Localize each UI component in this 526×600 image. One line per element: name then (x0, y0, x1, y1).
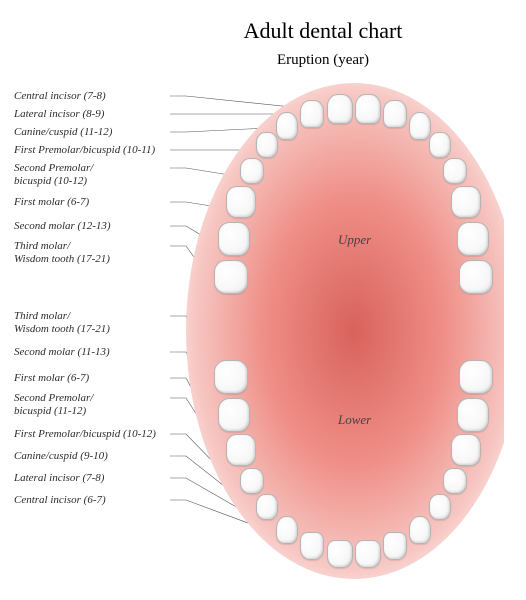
upper-arch-label: Upper (338, 232, 371, 248)
lower-tooth-3 (457, 398, 489, 432)
lower-tooth-0 (214, 360, 248, 394)
mouth-diagram: Upper Lower (178, 82, 504, 580)
upper-label-3: First Premolar/bicuspid (10-11) (14, 144, 155, 157)
lower-tooth-2 (218, 398, 250, 432)
lower-label-6: Lateral incisor (7-8) (14, 472, 104, 485)
lower-arch-label: Lower (338, 412, 371, 428)
upper-tooth-9 (443, 158, 467, 184)
lower-label-0: Third molar/ Wisdom tooth (17-21) (14, 310, 110, 335)
lower-tooth-1 (459, 360, 493, 394)
lower-tooth-8 (256, 494, 278, 520)
lower-tooth-10 (276, 516, 298, 544)
lower-label-1: Second molar (11-13) (14, 346, 110, 359)
upper-tooth-6 (256, 132, 278, 158)
gum-shape (178, 82, 504, 580)
upper-label-5: First molar (6-7) (14, 196, 89, 209)
upper-label-4: Second Premolar/ bicuspid (10-12) (14, 162, 93, 187)
lower-label-4: First Premolar/bicuspid (10-12) (14, 428, 156, 441)
upper-tooth-4 (276, 112, 298, 140)
upper-tooth-11 (451, 186, 481, 218)
upper-tooth-2 (300, 100, 324, 128)
lower-tooth-9 (429, 494, 451, 520)
lower-tooth-7 (443, 468, 467, 494)
upper-tooth-1 (355, 94, 381, 124)
upper-label-2: Canine/cuspid (11-12) (14, 126, 112, 139)
lower-tooth-13 (383, 532, 407, 560)
upper-tooth-7 (429, 132, 451, 158)
upper-label-6: Second molar (12-13) (14, 220, 111, 233)
lower-label-7: Central incisor (6-7) (14, 494, 106, 507)
chart-subtitle: Eruption (year) (0, 52, 526, 69)
upper-tooth-12 (218, 222, 250, 256)
lower-label-3: Second Premolar/ bicuspid (11-12) (14, 392, 93, 417)
lower-label-2: First molar (6-7) (14, 372, 89, 385)
lower-tooth-6 (240, 468, 264, 494)
chart-title: Adult dental chart (0, 18, 526, 44)
upper-tooth-15 (459, 260, 493, 294)
lower-tooth-11 (409, 516, 431, 544)
upper-label-0: Central incisor (7-8) (14, 90, 106, 103)
upper-tooth-13 (457, 222, 489, 256)
upper-tooth-10 (226, 186, 256, 218)
lower-tooth-15 (355, 540, 381, 568)
upper-tooth-14 (214, 260, 248, 294)
lower-tooth-5 (451, 434, 481, 466)
lower-tooth-4 (226, 434, 256, 466)
upper-tooth-8 (240, 158, 264, 184)
upper-tooth-5 (409, 112, 431, 140)
lower-label-5: Canine/cuspid (9-10) (14, 450, 108, 463)
lower-tooth-14 (327, 540, 353, 568)
upper-tooth-0 (327, 94, 353, 124)
upper-tooth-3 (383, 100, 407, 128)
lower-tooth-12 (300, 532, 324, 560)
upper-label-7: Third molar/ Wisdom tooth (17-21) (14, 240, 110, 265)
upper-label-1: Lateral incisor (8-9) (14, 108, 104, 121)
